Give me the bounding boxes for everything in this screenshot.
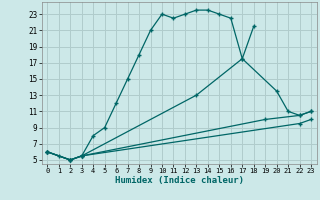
X-axis label: Humidex (Indice chaleur): Humidex (Indice chaleur) bbox=[115, 176, 244, 185]
